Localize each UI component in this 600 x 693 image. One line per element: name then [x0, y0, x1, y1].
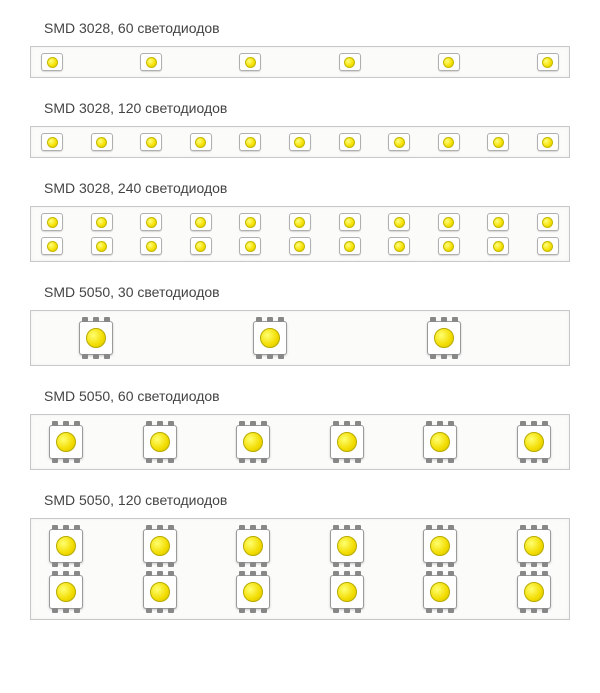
led-row [41, 213, 559, 231]
led-5050 [143, 529, 177, 563]
led-3028 [190, 237, 212, 255]
led-3028 [190, 213, 212, 231]
led-row [41, 53, 559, 71]
led-5050 [517, 425, 551, 459]
strip-label: SMD 3028, 120 светодиодов [30, 100, 570, 116]
led-row [41, 237, 559, 255]
led-3028 [41, 237, 63, 255]
strip-section: SMD 5050, 120 светодиодов [30, 492, 570, 620]
led-5050 [423, 425, 457, 459]
led-3028 [239, 213, 261, 231]
led-3028 [91, 133, 113, 151]
led-row [49, 425, 551, 459]
led-row [41, 133, 559, 151]
led-3028 [289, 213, 311, 231]
strip-label: SMD 5050, 30 светодиодов [30, 284, 570, 300]
led-3028 [140, 133, 162, 151]
led-5050 [330, 425, 364, 459]
led-3028 [537, 133, 559, 151]
led-3028 [41, 213, 63, 231]
led-3028 [239, 237, 261, 255]
strip-section: SMD 3028, 60 светодиодов [30, 20, 570, 78]
strip-section: SMD 5050, 60 светодиодов [30, 388, 570, 470]
led-3028 [140, 53, 162, 71]
led-strip [30, 126, 570, 158]
led-3028 [339, 133, 361, 151]
led-5050 [79, 321, 113, 355]
led-3028 [438, 133, 460, 151]
led-5050 [236, 575, 270, 609]
led-strip [30, 206, 570, 262]
led-3028 [339, 213, 361, 231]
led-3028 [339, 237, 361, 255]
strip-label: SMD 3028, 240 светодиодов [30, 180, 570, 196]
led-3028 [339, 53, 361, 71]
led-5050 [236, 425, 270, 459]
strip-section: SMD 3028, 120 светодиодов [30, 100, 570, 158]
led-5050 [253, 321, 287, 355]
led-3028 [289, 133, 311, 151]
led-5050 [49, 529, 83, 563]
led-strip-comparison: SMD 3028, 60 светодиодов SMD 3028, 120 св… [30, 20, 570, 620]
led-3028 [388, 133, 410, 151]
led-5050 [49, 425, 83, 459]
led-3028 [239, 53, 261, 71]
strip-label: SMD 3028, 60 светодиодов [30, 20, 570, 36]
led-3028 [438, 53, 460, 71]
strip-section: SMD 5050, 30 светодиодов [30, 284, 570, 366]
led-5050 [517, 575, 551, 609]
led-5050 [517, 529, 551, 563]
led-5050 [330, 575, 364, 609]
led-3028 [487, 133, 509, 151]
led-strip [30, 310, 570, 366]
led-5050 [423, 529, 457, 563]
led-3028 [388, 213, 410, 231]
led-3028 [91, 237, 113, 255]
led-3028 [41, 133, 63, 151]
led-row [49, 321, 551, 355]
led-5050 [427, 321, 461, 355]
led-strip [30, 518, 570, 620]
strip-label: SMD 5050, 120 светодиодов [30, 492, 570, 508]
led-5050 [236, 529, 270, 563]
led-row [49, 529, 551, 563]
led-5050 [423, 575, 457, 609]
led-row [49, 575, 551, 609]
led-3028 [487, 213, 509, 231]
led-3028 [537, 213, 559, 231]
led-3028 [140, 213, 162, 231]
led-strip [30, 414, 570, 470]
led-3028 [537, 53, 559, 71]
led-3028 [239, 133, 261, 151]
led-3028 [487, 237, 509, 255]
led-3028 [289, 237, 311, 255]
led-3028 [537, 237, 559, 255]
led-5050 [330, 529, 364, 563]
led-3028 [190, 133, 212, 151]
led-3028 [140, 237, 162, 255]
led-strip [30, 46, 570, 78]
led-5050 [49, 575, 83, 609]
led-5050 [143, 425, 177, 459]
strip-section: SMD 3028, 240 светодиодов [30, 180, 570, 262]
led-3028 [41, 53, 63, 71]
led-3028 [91, 213, 113, 231]
strip-label: SMD 5050, 60 светодиодов [30, 388, 570, 404]
led-3028 [438, 213, 460, 231]
led-5050 [143, 575, 177, 609]
led-3028 [438, 237, 460, 255]
led-3028 [388, 237, 410, 255]
